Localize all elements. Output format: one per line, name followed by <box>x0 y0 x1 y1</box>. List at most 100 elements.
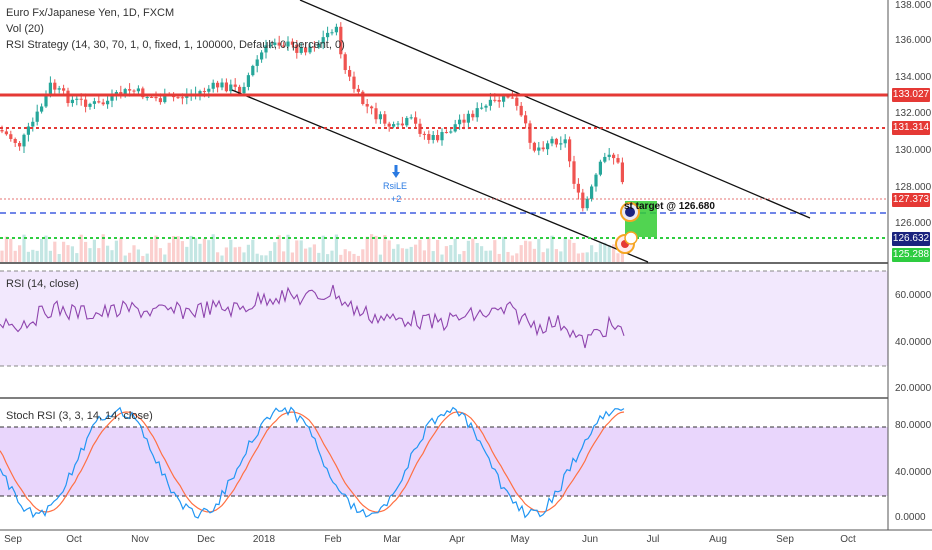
candle-body <box>220 82 224 88</box>
volume-bar <box>150 239 154 262</box>
dividend-marker-icon[interactable] <box>624 231 638 245</box>
candle-body <box>150 96 154 98</box>
volume-bar <box>18 245 22 262</box>
candle-body <box>572 161 576 184</box>
rsi-legend[interactable]: RSI (14, close) <box>6 278 79 290</box>
candle-body <box>44 93 48 107</box>
volume-bar <box>374 235 378 262</box>
candle-body <box>106 100 110 105</box>
time-axis-label: May <box>510 534 530 545</box>
volume-bar <box>537 239 541 262</box>
volume-bar <box>35 250 39 262</box>
candle-body <box>97 101 101 103</box>
candle-body <box>141 88 145 98</box>
candle-body <box>101 102 105 105</box>
signal-sub-label: +2 <box>391 194 402 204</box>
volume-bar <box>180 241 184 262</box>
candle-body <box>110 95 114 101</box>
candle-body <box>207 88 211 92</box>
channel-upper-line[interactable] <box>299 0 811 219</box>
volume-bar <box>431 251 435 262</box>
volume-bar <box>519 245 523 262</box>
volume-bar <box>414 244 418 262</box>
candle-body <box>436 135 440 141</box>
volume-bar <box>62 241 66 262</box>
volume-bar <box>101 234 105 262</box>
strategy-legend[interactable]: RSI Strategy (14, 30, 70, 1, 0, fixed, 1… <box>6 39 345 51</box>
candle-body <box>202 91 206 93</box>
candle-body <box>383 114 387 124</box>
candle-body <box>370 106 374 109</box>
volume-bar <box>559 251 563 262</box>
candle-body <box>519 105 523 116</box>
volume-bar <box>92 239 96 262</box>
candle-body <box>603 156 607 162</box>
volume-bar <box>233 247 237 262</box>
volume-bar <box>317 252 321 262</box>
rsi-pane[interactable] <box>0 264 888 399</box>
rsi-axis-label: 20.0000 <box>895 383 932 394</box>
candle-body <box>92 101 96 104</box>
buy-signal-arrow-icon[interactable] <box>392 165 400 178</box>
earnings-flag-icon[interactable] <box>620 202 640 222</box>
volume-bar <box>211 234 215 262</box>
volume-bar <box>590 245 594 262</box>
volume-bar <box>66 245 70 262</box>
candle-body <box>326 32 330 38</box>
candle-body <box>590 186 594 199</box>
volume-bar <box>506 251 510 262</box>
volume-bar <box>154 235 158 262</box>
volume-bar <box>44 235 48 262</box>
stoch-axis-label: 80.0000 <box>895 420 932 431</box>
volume-bar <box>84 241 88 262</box>
volume-bar <box>31 249 35 262</box>
price-tag-126[interactable]: 126.632 <box>892 232 930 246</box>
volume-bar <box>22 234 26 262</box>
channel-lower-line[interactable] <box>231 89 649 263</box>
volume-bar <box>145 253 149 262</box>
volume-bar <box>246 244 250 262</box>
candle-body <box>563 139 567 144</box>
volume-legend[interactable]: Vol (20) <box>6 23 44 35</box>
price-tag-131[interactable]: 131.314 <box>892 121 930 135</box>
candle-body <box>70 99 74 104</box>
volume-bar <box>290 252 294 262</box>
volume-bar <box>119 237 123 262</box>
stoch-rsi-pane[interactable] <box>0 399 888 530</box>
stoch-legend[interactable]: Stoch RSI (3, 3, 14, 14, close) <box>6 410 153 422</box>
volume-bar <box>612 244 616 262</box>
volume-bar <box>440 254 444 262</box>
volume-bar <box>97 248 101 262</box>
candle-body <box>510 97 514 99</box>
candle-body <box>145 96 149 98</box>
candle-body <box>128 89 132 91</box>
price-tag-127[interactable]: 127.373 <box>892 193 930 207</box>
volume-bar <box>202 238 206 262</box>
volume-bar <box>136 249 140 262</box>
rsi-line <box>0 284 625 349</box>
price-tag-133[interactable]: 133.027 <box>892 88 930 102</box>
volume-bar <box>541 252 545 262</box>
time-axis-label: Jun <box>581 534 599 545</box>
candle-body <box>594 174 598 187</box>
signal-label[interactable]: RsiLE <box>383 181 408 191</box>
symbol-title[interactable]: Euro Fx/Japanese Yen, 1D, FXCM <box>6 7 175 19</box>
volume-bar <box>356 255 360 262</box>
candle-body <box>238 86 242 94</box>
price-candles <box>0 22 624 212</box>
volume-bar <box>493 240 497 262</box>
candle-body <box>84 99 88 107</box>
main-price-pane[interactable] <box>0 0 888 264</box>
volume-bar <box>598 243 602 262</box>
candle-body <box>356 88 360 92</box>
price-tag-125[interactable]: 125.288 <box>892 248 930 262</box>
time-axis-label: Sep <box>4 534 22 545</box>
volume-bar <box>114 240 118 262</box>
candle-body <box>458 119 462 125</box>
volume-bars <box>0 234 624 262</box>
volume-bar <box>198 243 202 262</box>
volume-bar <box>453 238 457 262</box>
volume-bar <box>88 248 92 262</box>
candle-body <box>123 89 127 97</box>
